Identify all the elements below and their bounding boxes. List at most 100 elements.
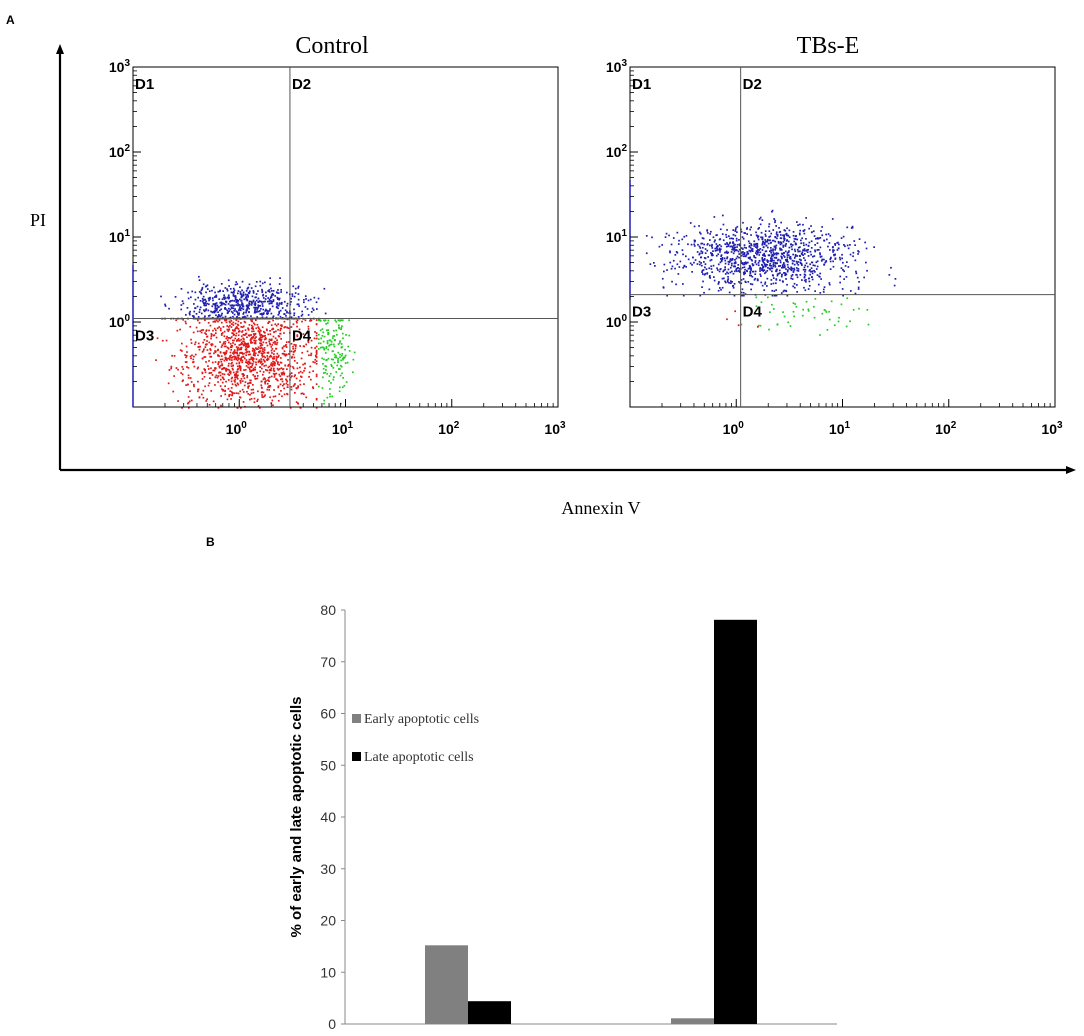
event-dot [272, 328, 275, 330]
event-dot [713, 276, 715, 278]
event-dot [227, 279, 230, 282]
event-dot [268, 300, 271, 303]
event-dot [257, 361, 260, 363]
event-dot [224, 287, 227, 289]
event-dot [720, 254, 723, 256]
event-dot [772, 308, 775, 310]
event-dot [200, 331, 203, 334]
event-dot [281, 307, 284, 309]
event-dot [720, 245, 723, 248]
event-dot [757, 235, 760, 237]
event-dot [250, 358, 252, 361]
event-dot [315, 351, 318, 353]
event-dot [331, 365, 333, 367]
event-dot [267, 310, 269, 312]
event-dot [747, 253, 750, 255]
event-dot [701, 286, 703, 288]
x-tick-label: 103 [1041, 420, 1063, 437]
event-dot [230, 320, 233, 322]
event-dot [828, 318, 831, 321]
event-dot [225, 369, 227, 371]
event-dot [764, 272, 766, 275]
event-dot [811, 270, 814, 273]
event-dot [187, 297, 190, 300]
event-dot [701, 251, 704, 253]
event-dot [792, 302, 795, 304]
event-dot [826, 238, 828, 241]
event-dot [828, 310, 830, 313]
event-dot [263, 347, 266, 349]
event-dot [296, 303, 299, 306]
event-dot [221, 364, 224, 367]
event-dot [262, 350, 265, 353]
event-dot [814, 249, 816, 252]
event-dot [334, 319, 337, 322]
event-dot [701, 252, 703, 255]
event-dot [272, 395, 275, 398]
event-dot [182, 368, 185, 370]
event-dot [337, 361, 339, 364]
event-dot [190, 399, 193, 402]
event-dot [227, 297, 230, 300]
event-dot [241, 380, 244, 382]
event-dot [803, 229, 806, 231]
event-dot [332, 343, 335, 346]
event-dot [771, 259, 773, 261]
event-dot [770, 249, 773, 252]
event-dot [277, 354, 280, 357]
event-dot [301, 392, 304, 395]
event-dot [753, 256, 756, 258]
event-dot [747, 240, 750, 243]
event-dot [776, 274, 779, 277]
event-dot [792, 271, 795, 273]
event-dot [219, 309, 221, 312]
event-dot [224, 343, 226, 345]
event-dot [229, 288, 232, 290]
event-dot [890, 266, 892, 269]
event-dot [742, 271, 745, 274]
event-dot [260, 391, 263, 394]
event-dot [251, 364, 254, 367]
event-dot [225, 380, 227, 383]
event-dot [794, 303, 797, 305]
event-dot [198, 291, 201, 293]
event-dot [764, 233, 767, 236]
event-dot [215, 336, 218, 339]
event-dot [805, 217, 807, 219]
event-dot [303, 301, 305, 304]
event-dot [235, 299, 238, 302]
event-dot [790, 268, 792, 271]
event-dot [312, 370, 314, 372]
event-dot [771, 260, 773, 263]
event-dot [180, 288, 183, 290]
event-dot [802, 268, 805, 271]
event-dot [272, 342, 275, 344]
event-dot [264, 310, 267, 312]
event-dot [225, 358, 228, 360]
event-dot [207, 322, 210, 324]
event-dot [732, 229, 735, 231]
event-dot [764, 264, 766, 267]
event-dot [345, 334, 347, 336]
event-dot [235, 326, 238, 328]
event-dot [245, 344, 248, 347]
event-dot [759, 216, 762, 219]
event-dot [274, 362, 276, 364]
event-dot [759, 324, 762, 327]
event-dot [261, 356, 264, 358]
event-dot [774, 240, 777, 243]
event-dot [266, 355, 269, 357]
event-dot [814, 264, 816, 267]
event-dot [720, 248, 722, 251]
event-dot [724, 273, 727, 275]
event-dot [253, 303, 256, 305]
event-dot [200, 292, 202, 294]
event-dot [857, 253, 859, 255]
event-dot [794, 243, 797, 246]
event-dot [805, 262, 808, 265]
event-dot [255, 281, 258, 283]
event-dot [265, 380, 267, 382]
event-dot [254, 337, 256, 340]
event-dot [244, 334, 246, 336]
event-dot [741, 262, 743, 264]
